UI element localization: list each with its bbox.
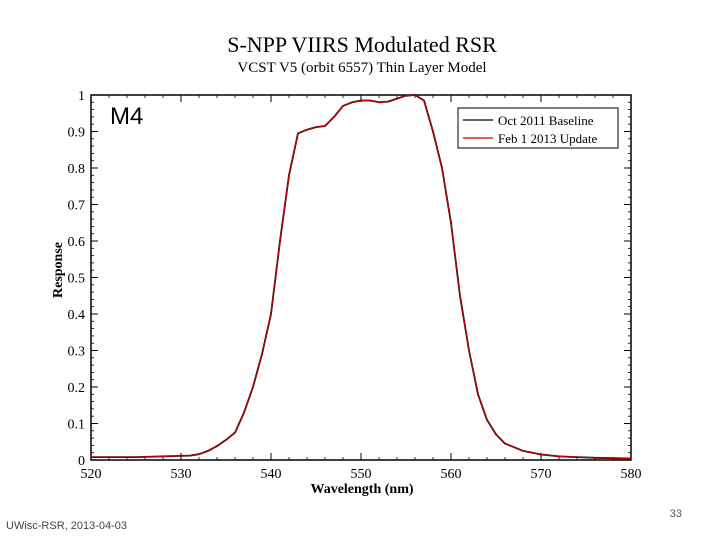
y-tick-label: 1 [78, 89, 85, 104]
data-point-update [162, 455, 164, 457]
legend-label-update: Feb 1 2013 Update [498, 131, 598, 146]
data-point-update [333, 116, 335, 118]
x-tick-label: 530 [171, 467, 192, 482]
data-point-update [360, 100, 362, 101]
y-axis-label: Response [51, 242, 66, 298]
legend-box [457, 107, 619, 149]
data-point-update [216, 445, 218, 447]
y-tick-label: 0.6 [68, 235, 86, 250]
chart-title: S-NPP VIIRS Modulated RSR [227, 32, 497, 57]
legend-label-baseline: Oct 2011 Baseline [498, 113, 594, 128]
data-point-update [441, 167, 443, 169]
data-point-update [612, 457, 614, 459]
data-point-update [630, 458, 632, 459]
data-point-update [387, 101, 389, 103]
data-point-update [423, 100, 425, 101]
x-tick-label: 570 [531, 467, 552, 482]
series-line-update [91, 94, 632, 460]
x-axis: 520 530 540 550 560 570 580 [81, 95, 642, 482]
y-tick-label: 0.2 [68, 381, 86, 396]
data-point-update [405, 95, 407, 97]
y-tick-label: 0.7 [68, 199, 86, 214]
data-point-update [234, 432, 236, 434]
y-tick-label: 0.5 [68, 272, 86, 287]
data-point-update [315, 126, 317, 128]
data-point-update [225, 439, 227, 441]
data-point-update [540, 454, 542, 455]
data-point-update [450, 222, 452, 224]
data-point-update [270, 313, 272, 315]
data-point-update [243, 412, 245, 414]
data-point-update [468, 350, 470, 351]
chart-subtitle: VCST V5 (orbit 6557) Thin Layer Model [237, 60, 486, 76]
data-point-update [279, 240, 281, 242]
data-point-update [342, 105, 344, 107]
data-point-update [486, 419, 488, 421]
data-point-update [558, 455, 560, 457]
data-point-update [198, 453, 200, 455]
data-point-update [495, 433, 497, 435]
data-point-update [351, 101, 353, 103]
data-point-update [108, 456, 110, 458]
data-point-update [261, 353, 263, 355]
x-tick-label: 540 [261, 467, 282, 482]
data-point-update [513, 446, 515, 448]
data-point-update [189, 455, 191, 457]
y-tick-label: 0 [78, 454, 85, 469]
legend: Oct 2011 Baseline Feb 1 2013 Update [457, 107, 619, 149]
data-point-update [459, 295, 461, 297]
data-point-update [414, 94, 416, 96]
data-point-update [288, 174, 290, 176]
plot-area [90, 94, 632, 461]
data-point-update [252, 386, 254, 388]
y-tick-label: 0.1 [68, 418, 86, 433]
x-tick-label: 550 [351, 467, 372, 482]
series-line-baseline [91, 94, 632, 460]
y-tick-label: 0.8 [68, 162, 86, 177]
y-tick-label: 0.4 [68, 308, 86, 323]
y-tick-label: 0.3 [68, 345, 86, 360]
data-point-update [522, 450, 524, 452]
footer-source: UWisc-RSR, 2013-04-03 [6, 520, 128, 532]
data-point-update [297, 132, 299, 134]
data-point-update [207, 450, 209, 452]
data-point-update [477, 393, 479, 395]
x-tick-label: 580 [621, 467, 642, 482]
data-point-update [594, 457, 596, 459]
data-point-update [432, 131, 434, 132]
data-point-update [90, 456, 92, 458]
data-point-update [396, 98, 398, 100]
data-point-update [324, 125, 326, 127]
data-point-update [378, 101, 380, 103]
y-axis: 0 0.1 0.2 0.3 0.4 0.5 0.6 0.7 0.8 0.9 1 [68, 89, 631, 469]
data-point-update [576, 456, 578, 458]
page-number: 33 [669, 508, 682, 520]
y-tick-label: 0.9 [68, 126, 86, 141]
series-group [90, 94, 632, 460]
data-point-update [369, 100, 371, 101]
plot-annotation: M4 [110, 103, 143, 130]
x-tick-label: 560 [441, 467, 462, 482]
x-axis-label: Wavelength (nm) [310, 482, 413, 497]
data-point-update [306, 129, 308, 131]
data-point-update [504, 443, 506, 445]
data-point-update [135, 456, 137, 458]
x-tick-label: 520 [81, 467, 102, 482]
